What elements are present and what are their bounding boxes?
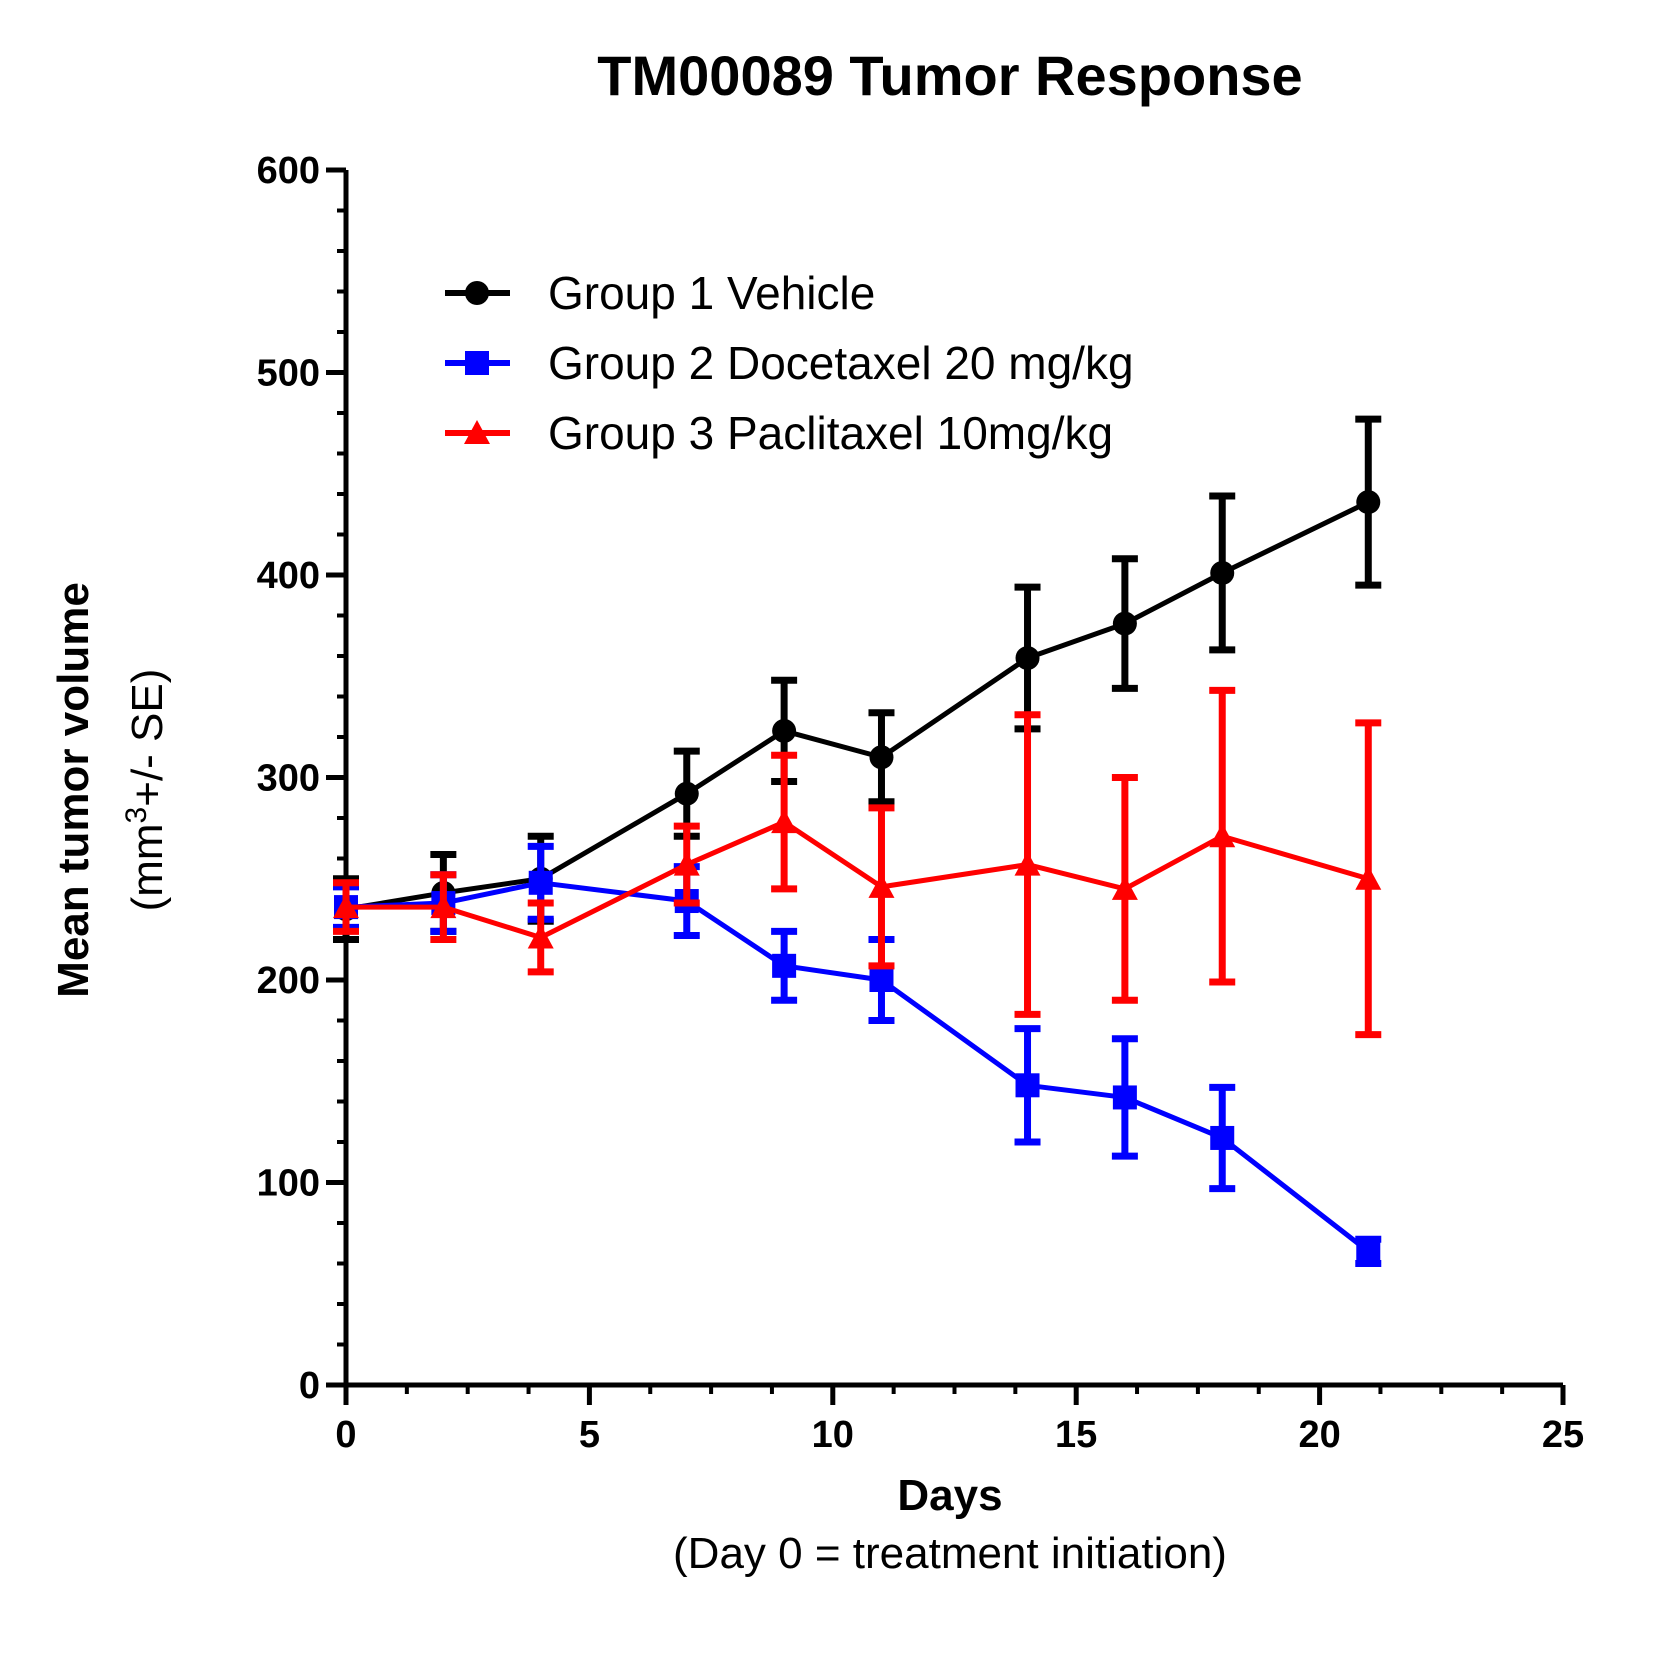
- data-point: [869, 745, 894, 770]
- axes: 0 100 200 300 400 500 600 0 5 10 15 20 25: [257, 150, 1585, 1456]
- x-tick-label: 20: [1298, 1414, 1340, 1456]
- data-point: [674, 781, 699, 806]
- x-tick-label: 15: [1055, 1414, 1097, 1456]
- data-point: [1111, 875, 1138, 900]
- data-point: [1210, 560, 1235, 585]
- y-tick-label: 300: [257, 758, 320, 800]
- data-point: [333, 894, 359, 919]
- x-tick-label: 25: [1542, 1414, 1584, 1456]
- data-point: [772, 718, 797, 743]
- data-point: [1112, 1085, 1137, 1110]
- y-tick-label: 200: [257, 960, 320, 1002]
- legend-entry-3: Group 3 Paclitaxel 10mg/kg: [445, 407, 1113, 459]
- legend-entry-2: Group 2 Docetaxel 20 mg/kg: [445, 337, 1134, 389]
- x-axis-label: Days: [897, 1471, 1002, 1520]
- y-tick-label: 0: [299, 1365, 320, 1407]
- y-axis-sublabel-sup: 3: [120, 807, 153, 824]
- legend-entry-1: Group 1 Vehicle: [445, 267, 875, 319]
- data-point: [772, 953, 797, 978]
- series-line: [345, 499, 1370, 912]
- x-axis-sublabel: (Day 0 = treatment initiation): [673, 1529, 1227, 1578]
- data-point: [1210, 1125, 1235, 1150]
- legend-label: Group 3 Paclitaxel 10mg/kg: [548, 407, 1113, 459]
- legend-marker: [465, 281, 489, 305]
- data-point: [868, 873, 895, 898]
- data-point: [869, 968, 894, 992]
- y-tick-label: 500: [257, 353, 320, 395]
- legend: Group 1 Vehicle Group 2 Docetaxel 20 mg/k…: [445, 267, 1134, 459]
- data-point: [771, 809, 798, 834]
- chart-title: TM00089 Tumor Response: [597, 44, 1302, 107]
- data-point: [1355, 865, 1382, 890]
- data-point: [1112, 611, 1137, 636]
- data-point: [528, 870, 553, 895]
- legend-marker: [464, 420, 490, 445]
- data-point: [527, 924, 554, 949]
- y-axis-sublabel-post: +/- SE): [123, 669, 172, 807]
- data-point: [1356, 490, 1381, 515]
- series-line: [346, 819, 1369, 940]
- data-point: [1015, 646, 1040, 671]
- legend-label: Group 1 Vehicle: [548, 267, 875, 319]
- data-point: [1209, 823, 1236, 848]
- y-axis-sublabel: (mm3+/- SE): [120, 669, 173, 912]
- y-axis-label: Mean tumor volume: [49, 582, 98, 998]
- data-point: [1014, 851, 1041, 876]
- data-point: [673, 851, 700, 876]
- series-layer: [333, 415, 1382, 1267]
- legend-marker: [465, 351, 489, 375]
- x-tick-label: 5: [579, 1414, 600, 1456]
- data-point: [1356, 1239, 1381, 1264]
- x-tick-label: 0: [335, 1414, 356, 1456]
- legend-label: Group 2 Docetaxel 20 mg/kg: [548, 337, 1134, 389]
- x-tick-label: 10: [812, 1414, 854, 1456]
- y-tick-label: 100: [257, 1163, 320, 1205]
- data-point: [430, 894, 457, 919]
- series-group-3: [333, 686, 1382, 1039]
- y-tick-label: 400: [257, 555, 320, 597]
- y-tick-label: 600: [257, 150, 320, 192]
- series-line: [345, 880, 1370, 1254]
- y-axis-sublabel-pre: (mm: [123, 823, 172, 911]
- data-point: [1015, 1073, 1040, 1098]
